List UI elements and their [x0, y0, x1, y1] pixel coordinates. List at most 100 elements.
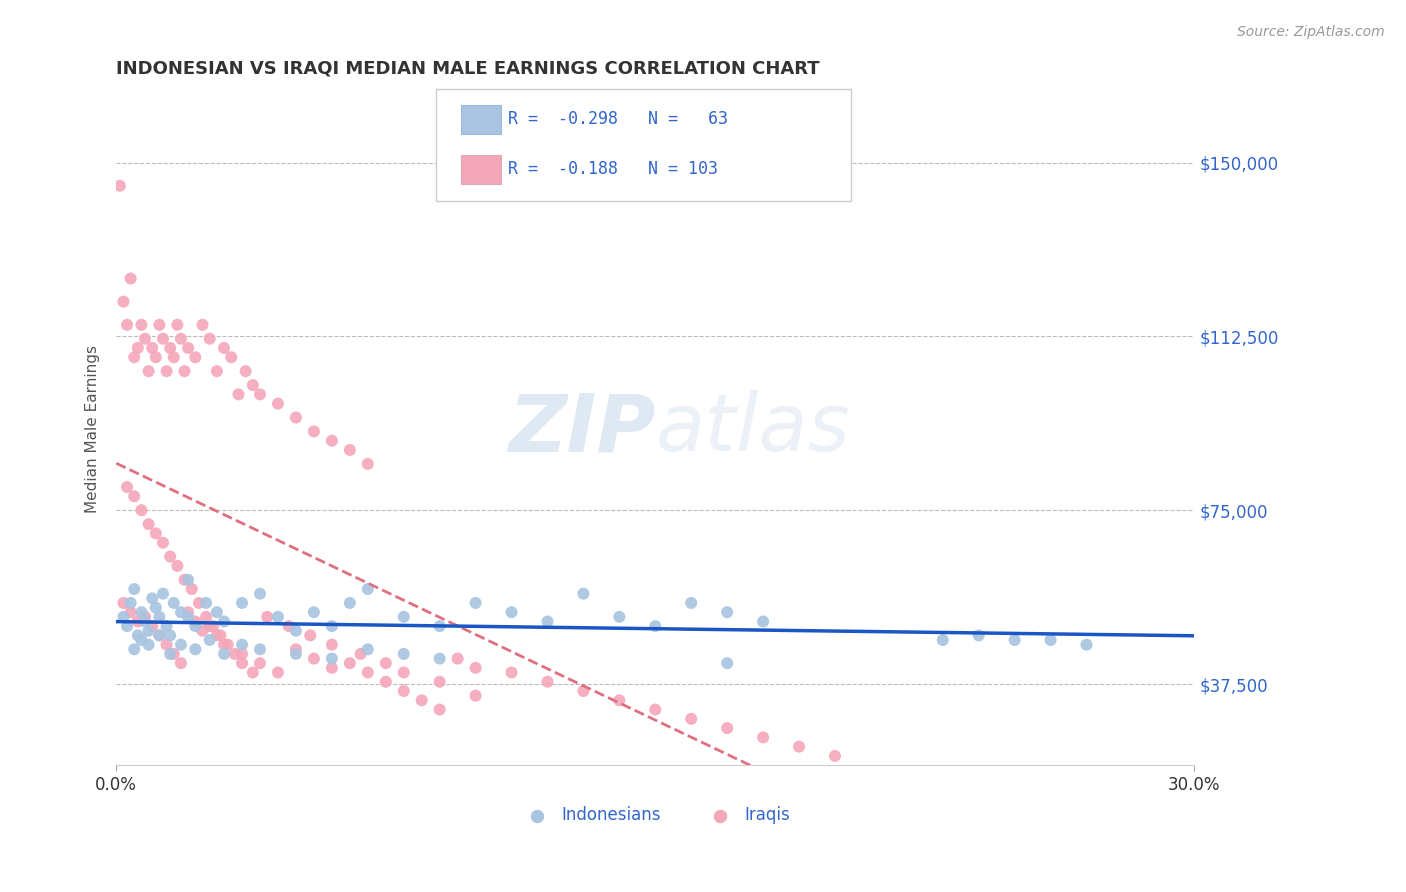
Point [284, 410, 307, 425]
Point [155, 364, 177, 378]
Point [155, 638, 177, 652]
Point [138, 364, 160, 378]
Point [173, 364, 195, 378]
Point [464, 596, 486, 610]
Point [644, 702, 666, 716]
Point [127, 628, 149, 642]
Point [429, 674, 451, 689]
Point [148, 318, 170, 332]
Point [339, 596, 361, 610]
Point [198, 619, 221, 633]
Point [572, 587, 595, 601]
Point [145, 351, 167, 365]
Point [357, 665, 380, 680]
Point [195, 596, 218, 610]
Point [148, 628, 170, 642]
Point [321, 434, 343, 448]
Point [115, 480, 138, 494]
Point [155, 619, 177, 633]
Point [184, 615, 207, 629]
Point [967, 795, 990, 809]
Point [446, 651, 468, 665]
Point [184, 619, 207, 633]
Point [284, 642, 307, 657]
Point [429, 702, 451, 716]
Point [131, 605, 153, 619]
Point [141, 341, 163, 355]
Point [122, 642, 145, 657]
Point [152, 535, 174, 549]
Point [198, 633, 221, 648]
Point [115, 619, 138, 633]
Point [967, 628, 990, 642]
Point [148, 628, 170, 642]
Point [202, 619, 225, 633]
Point [163, 647, 186, 661]
Point [572, 684, 595, 698]
Point [231, 647, 253, 661]
Point [536, 674, 558, 689]
Point [141, 591, 163, 606]
Point [173, 573, 195, 587]
Point [138, 638, 160, 652]
Point [170, 656, 193, 670]
Point [501, 605, 523, 619]
Point [267, 610, 290, 624]
Point [138, 624, 160, 638]
Point [374, 674, 396, 689]
Point [187, 596, 209, 610]
Point [231, 638, 253, 652]
Point [212, 341, 235, 355]
Point [131, 633, 153, 648]
Point [249, 387, 271, 401]
Point [824, 748, 846, 763]
Point [321, 661, 343, 675]
Point [339, 656, 361, 670]
Point [464, 661, 486, 675]
Point [159, 341, 181, 355]
Point [536, 615, 558, 629]
Point [224, 647, 246, 661]
Point [120, 271, 142, 285]
Point [1039, 633, 1062, 648]
Point [228, 387, 250, 401]
Point [134, 615, 156, 629]
Point [716, 721, 738, 735]
Point [357, 642, 380, 657]
Point [339, 442, 361, 457]
Point [134, 332, 156, 346]
Point [681, 596, 703, 610]
Point [112, 294, 135, 309]
Point [249, 587, 271, 601]
Point [212, 638, 235, 652]
Text: ZIP: ZIP [508, 390, 655, 468]
Point [170, 638, 193, 652]
Point [787, 739, 810, 754]
Point [231, 656, 253, 670]
Point [429, 619, 451, 633]
Point [302, 425, 325, 439]
Text: atlas: atlas [655, 390, 851, 468]
Y-axis label: Median Male Earnings: Median Male Earnings [86, 345, 100, 513]
Point [357, 457, 380, 471]
Point [267, 665, 290, 680]
Point [120, 596, 142, 610]
Point [374, 656, 396, 670]
Point [127, 615, 149, 629]
Point [357, 582, 380, 596]
Point [205, 605, 228, 619]
Point [120, 605, 142, 619]
Point [159, 628, 181, 642]
Point [205, 364, 228, 378]
Point [209, 628, 232, 642]
Point [716, 605, 738, 619]
Point [159, 647, 181, 661]
Point [392, 647, 415, 661]
Point [134, 610, 156, 624]
Point [127, 341, 149, 355]
Point [205, 628, 228, 642]
Point [231, 596, 253, 610]
Point [152, 587, 174, 601]
Point [284, 624, 307, 638]
Point [166, 558, 188, 573]
